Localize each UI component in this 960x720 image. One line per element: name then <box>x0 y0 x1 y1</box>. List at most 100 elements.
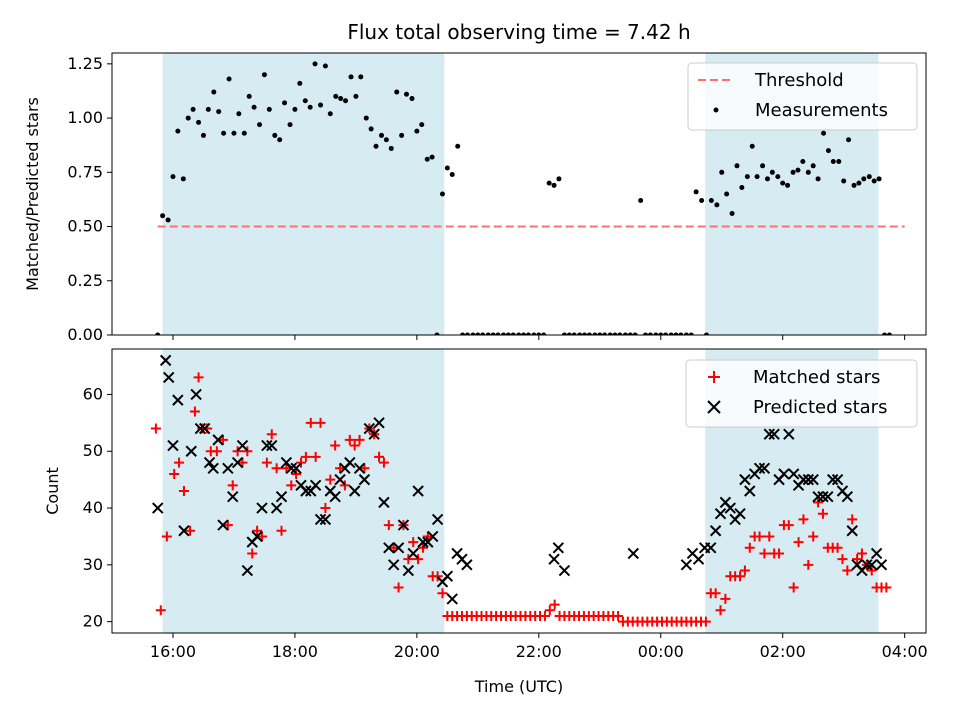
x-tick-label: 22:00 <box>516 642 562 661</box>
measurement-point <box>703 332 709 335</box>
measurement-point <box>643 332 649 335</box>
predicted-point <box>807 473 819 486</box>
measurement-point <box>556 176 562 182</box>
y-tick-label: 0.00 <box>67 325 103 344</box>
legend: Threshold Measurements <box>687 62 918 131</box>
matched-point <box>222 520 233 531</box>
measurement-point <box>571 332 577 335</box>
predicted-point <box>866 559 878 571</box>
matched-point <box>413 554 424 565</box>
measurement-point <box>861 176 867 182</box>
predicted-point <box>172 394 184 406</box>
matched-point <box>759 548 770 559</box>
x-tick-label: 16:00 <box>150 642 196 661</box>
measurement-point <box>266 106 272 112</box>
matched-point <box>808 531 819 542</box>
y-tick-label: 1.00 <box>67 108 103 127</box>
measurement-point <box>775 174 781 180</box>
matched-point <box>237 457 248 468</box>
measurement-point <box>647 332 653 335</box>
measurement-point <box>205 106 211 112</box>
matched-point <box>739 565 750 576</box>
measurement-point <box>470 332 476 335</box>
measurement-point <box>236 111 242 117</box>
x-axis-title: Time (UTC) <box>474 677 563 696</box>
measurement-point <box>582 332 588 335</box>
measurement-point <box>825 148 831 154</box>
predicted-point <box>412 485 424 497</box>
matched-point <box>242 446 253 457</box>
measurement-point <box>312 61 318 67</box>
legend-swatch-measurements <box>713 107 719 113</box>
measurement-point <box>277 137 283 143</box>
predicted-point <box>378 496 390 509</box>
measurement-point <box>836 158 842 164</box>
measurement-point <box>368 126 374 132</box>
legend-label: Threshold <box>754 70 844 91</box>
matched-point <box>417 542 428 553</box>
measurement-point <box>577 332 583 335</box>
predicted-point <box>846 525 858 537</box>
measurement-point <box>521 332 527 335</box>
measurement-point <box>876 176 882 182</box>
measurement-point <box>464 332 470 335</box>
measurement-point <box>785 182 791 188</box>
predicted-point <box>329 490 341 503</box>
measurement-point <box>475 332 481 335</box>
predicted-point <box>627 547 640 560</box>
matched-point <box>754 531 765 542</box>
measurement-point <box>734 163 740 169</box>
matched-point <box>310 451 321 462</box>
matched-point <box>335 463 346 474</box>
measurement-point <box>866 174 872 180</box>
predicted-point <box>152 502 164 514</box>
predicted-point <box>251 530 263 543</box>
predicted-point <box>207 462 219 474</box>
predicted-point <box>387 559 400 571</box>
matched-point <box>832 542 843 553</box>
measurement-point <box>399 132 405 138</box>
series-matched-stars <box>150 372 892 627</box>
predicted-point <box>768 428 780 440</box>
matched-point <box>700 616 711 627</box>
measurement-point <box>805 169 811 175</box>
matched-point <box>383 520 394 531</box>
measurement-point <box>211 89 217 95</box>
matched-point <box>169 468 180 479</box>
matched-point <box>847 514 858 525</box>
predicted-point <box>190 388 202 401</box>
measurement-point <box>221 130 227 136</box>
matched-point <box>813 497 824 508</box>
matched-point <box>788 582 799 593</box>
predicted-point <box>222 462 234 474</box>
predicted-point <box>427 530 439 543</box>
predicted-point <box>290 462 302 474</box>
measurement-point <box>180 176 186 182</box>
legend: Matched stars Predicted stars <box>685 359 918 428</box>
matched-point <box>161 531 172 542</box>
matched-point <box>549 599 560 610</box>
measurement-point <box>780 180 786 186</box>
predicted-point <box>407 547 419 560</box>
measurement-point <box>886 332 892 335</box>
predicted-point <box>241 564 254 577</box>
measurement-point <box>612 332 618 335</box>
predicted-point <box>797 473 810 486</box>
measurement-point <box>586 332 592 335</box>
measurement-point <box>708 198 714 204</box>
matched-point <box>315 417 326 428</box>
matched-point <box>291 468 302 479</box>
measurement-point <box>525 332 531 335</box>
matched-point <box>793 537 804 548</box>
observing-window-1 <box>162 349 445 633</box>
predicted-point <box>552 542 565 554</box>
predicted-point <box>417 536 429 548</box>
legend-box <box>685 359 918 428</box>
measurement-point <box>683 332 689 335</box>
matched-point <box>388 542 399 553</box>
measurement-point <box>764 176 770 182</box>
measurement-point <box>272 132 278 138</box>
predicted-point <box>705 542 717 554</box>
predicted-point <box>802 473 815 486</box>
measurement-point <box>231 130 237 136</box>
